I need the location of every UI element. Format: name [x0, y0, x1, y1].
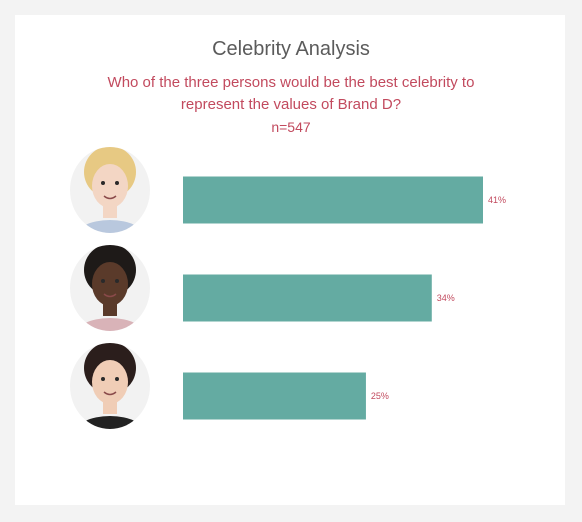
bar-value-label: 25% — [371, 391, 389, 401]
chart-title: Celebrity Analysis — [212, 38, 370, 60]
bar-man — [183, 274, 432, 322]
man-photo — [70, 245, 150, 331]
sample-size: n=547 — [271, 119, 311, 135]
bar-blonde-woman — [183, 176, 483, 224]
dark-haired-woman-photo — [70, 343, 150, 429]
bar-value-label: 41% — [488, 195, 506, 205]
bar-dark-haired-woman — [183, 372, 366, 420]
blonde-woman-photo — [70, 147, 150, 233]
chart-subtitle: Who of the three persons would be the be… — [107, 74, 475, 113]
bar-value-label: 34% — [437, 293, 455, 303]
